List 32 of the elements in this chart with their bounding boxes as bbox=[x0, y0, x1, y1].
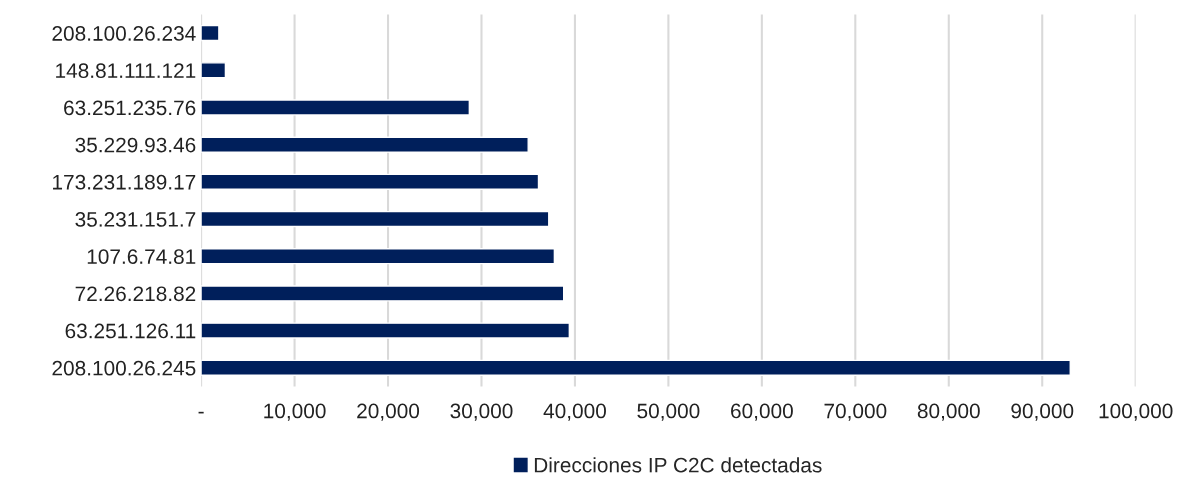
y-tick-label: 63.251.126.11 bbox=[65, 323, 196, 339]
bar bbox=[201, 285, 565, 302]
bar bbox=[201, 136, 529, 153]
x-tick-label: 50,000 bbox=[637, 403, 700, 421]
x-tick-label: 10,000 bbox=[264, 403, 326, 421]
bar bbox=[201, 210, 550, 228]
bar bbox=[201, 99, 471, 116]
y-tick-label: 35.231.151.7 bbox=[75, 212, 196, 227]
x-tick-label: 100,000 bbox=[1099, 403, 1173, 421]
y-tick-label: 173.231.189.17 bbox=[53, 174, 196, 190]
bar bbox=[201, 248, 556, 265]
x-tick-label: - bbox=[198, 411, 204, 414]
x-tick-label: 40,000 bbox=[543, 403, 606, 421]
x-tick-label: 20,000 bbox=[357, 403, 420, 421]
y-tick-label: 148.81.111.121 bbox=[56, 63, 196, 79]
legend-label: Direcciones IP C2C detectadas bbox=[534, 457, 822, 473]
bar bbox=[201, 62, 227, 79]
x-tick-label: 90,000 bbox=[1011, 403, 1074, 421]
bar bbox=[201, 322, 571, 339]
bar bbox=[201, 359, 1071, 376]
y-tick-label: 208.100.26.245 bbox=[52, 360, 196, 376]
x-tick-label: 60,000 bbox=[731, 403, 793, 421]
y-tick-label: 107.6.74.81 bbox=[87, 249, 196, 264]
x-tick-label: 80,000 bbox=[917, 403, 980, 421]
y-tick-label: 63.251.235.76 bbox=[64, 100, 196, 116]
x-tick-label: 70,000 bbox=[824, 403, 887, 421]
y-tick-label: 208.100.26.234 bbox=[52, 26, 196, 41]
y-tick-label: 72.26.218.82 bbox=[75, 286, 196, 302]
x-tick-label: 30,000 bbox=[450, 403, 513, 421]
y-tick-label: 35.229.93.46 bbox=[75, 137, 196, 153]
bar bbox=[201, 24, 220, 42]
bar bbox=[201, 173, 540, 190]
